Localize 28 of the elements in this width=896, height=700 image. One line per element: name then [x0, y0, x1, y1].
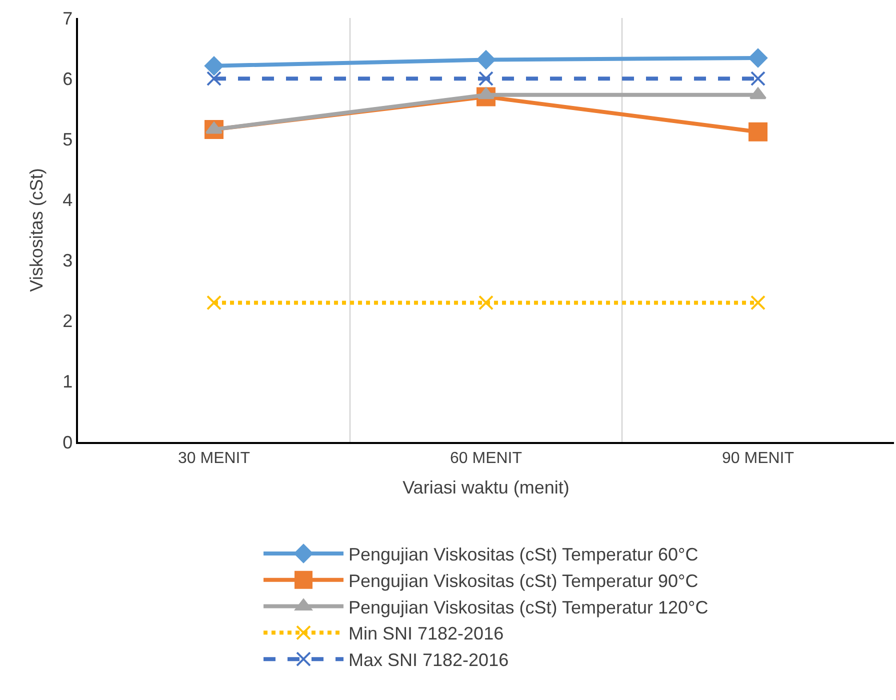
point: [476, 50, 496, 70]
legend-label: Pengujian Viskositas (cSt) Temperatur 120°C: [348, 597, 708, 618]
point: [748, 122, 768, 142]
point: [748, 48, 768, 68]
x-tick-label: 30 MENIT: [178, 450, 250, 467]
point: [206, 295, 222, 310]
legend-label: Min SNI 7182-2016: [348, 624, 504, 644]
legend-label: Pengujian Viskositas (cSt) Temperatur 60°C: [348, 544, 698, 564]
point: [206, 71, 222, 86]
legend-label: Max SNI 7182-2016: [348, 650, 509, 670]
point: [478, 295, 494, 310]
y-tick-label: 2: [62, 311, 73, 332]
point: [750, 295, 766, 310]
legend-label: Pengujian Viskositas (cSt) Temperatur 90°C: [348, 570, 698, 591]
y-tick-label: 4: [62, 190, 73, 210]
x-axis-title: Variasi waktu (menit): [402, 478, 570, 498]
x-tick-label: 90 MENIT: [722, 450, 794, 467]
y-tick-label: 1: [62, 372, 73, 392]
point: [478, 71, 494, 86]
y-tick-label: 0: [62, 432, 73, 452]
y-tick-label: 3: [62, 250, 73, 271]
y-tick-label: 6: [62, 68, 73, 89]
point: [204, 56, 224, 76]
x-tick-label: 60 MENIT: [450, 450, 522, 467]
y-axis-title: Viskositas (cSt): [26, 168, 46, 292]
point: [750, 71, 766, 86]
y-tick-label: 5: [62, 129, 73, 150]
y-tick-label: 7: [62, 8, 73, 28]
